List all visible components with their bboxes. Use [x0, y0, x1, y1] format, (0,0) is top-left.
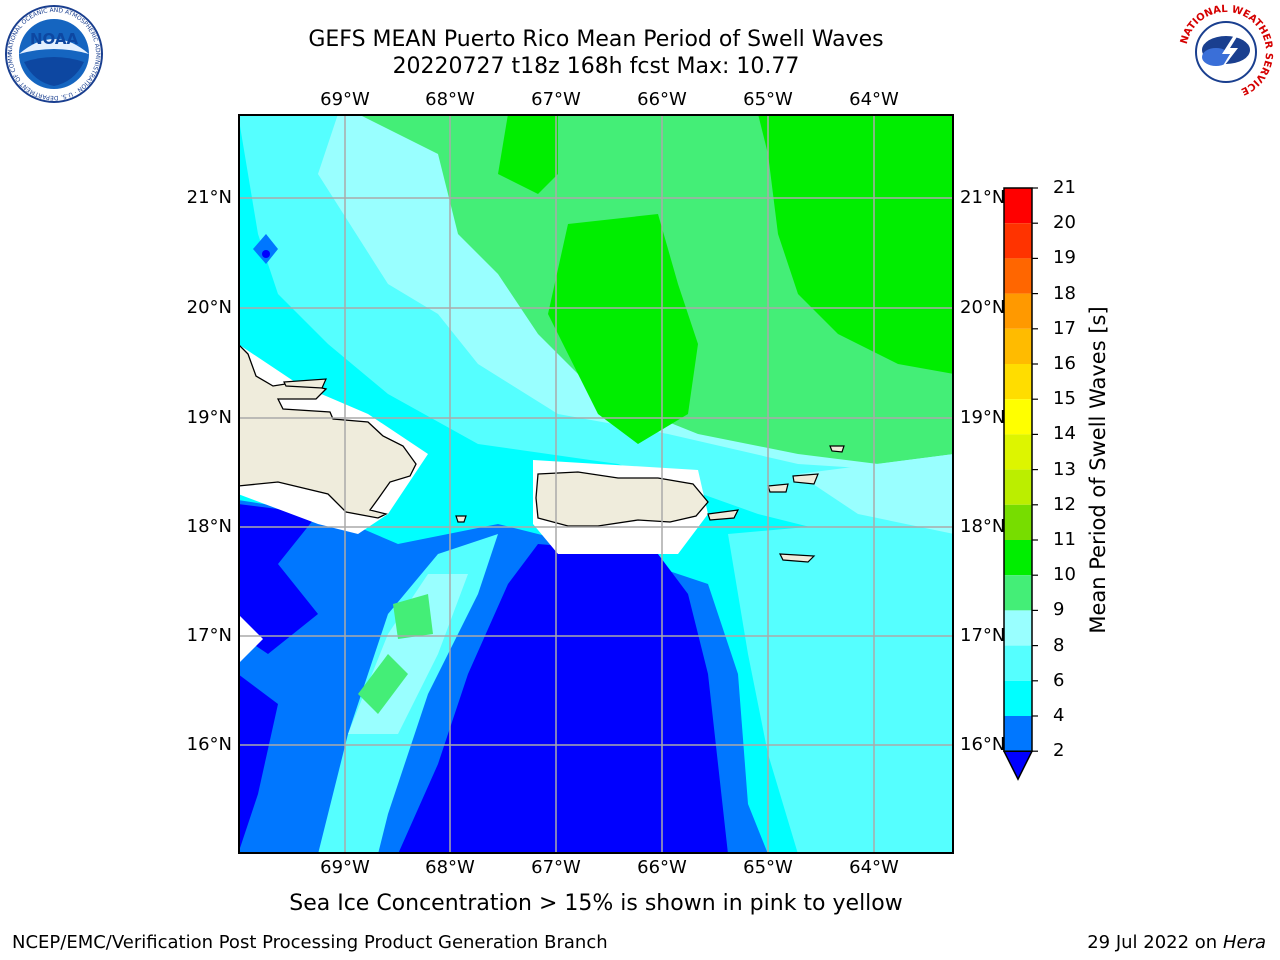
lat-label-right-20n: 20°N: [960, 297, 1006, 318]
colorbar-tick-label: 16: [1053, 353, 1076, 374]
colorbar-segment: [1004, 680, 1032, 716]
lon-label-top-68w: 68°W: [425, 89, 475, 110]
lat-label-right-21n: 21°N: [960, 187, 1006, 208]
colorbar-segment: [1004, 434, 1032, 470]
colorbar-segment: [1004, 575, 1032, 611]
mask-southwest: [238, 614, 263, 664]
footer-branch: NCEP/EMC/Verification Post Processing Pr…: [12, 932, 608, 953]
colorbar-segment: [1004, 258, 1032, 294]
land-puerto-rico: [535, 471, 709, 527]
land-mona: [455, 515, 467, 523]
band-2-4-west-strip: [238, 674, 278, 854]
colorbar-tick-label: 21: [1053, 177, 1076, 198]
swell-period-map: [238, 114, 954, 854]
chart-title: GEFS MEAN Puerto Rico Mean Period of Swe…: [308, 27, 884, 52]
map-frame: [238, 114, 954, 854]
colorbar: [1002, 187, 1038, 781]
lat-label-left-19n: 19°N: [186, 407, 232, 428]
colorbar-tick-label: 13: [1053, 458, 1076, 480]
lon-label-top-67w: 67°W: [531, 89, 581, 110]
land-anegada: [829, 445, 845, 453]
lat-label-right-19n: 19°N: [960, 407, 1006, 428]
colorbar-tick-label: 12: [1053, 493, 1076, 515]
colorbar-tick-label: 19: [1053, 247, 1076, 269]
colorbar-tick-label: 20: [1053, 212, 1076, 234]
sea-ice-caption: Sea Ice Concentration > 15% is shown in …: [289, 891, 903, 916]
lon-label-top-69w: 69°W: [320, 89, 370, 110]
colorbar-segment: [1004, 328, 1032, 364]
noaa-logo: NATIONAL OCEANIC AND ATMOSPHERIC ADMINIS…: [4, 4, 103, 103]
colorbar-tick-label: 18: [1053, 282, 1076, 304]
colorbar-segment: [1004, 716, 1032, 752]
lon-label-bottom-64w: 64°W: [849, 857, 899, 878]
colorbar-segment: [1004, 610, 1032, 646]
band-10-11-south: [358, 654, 408, 714]
lon-label-bottom-68w: 68°W: [425, 857, 475, 878]
land-small-island-2: [792, 473, 819, 485]
colorbar-tick-label: 10: [1053, 564, 1076, 586]
colorbar-tick-label: 9: [1053, 599, 1065, 621]
chart-subtitle: 20220727 t18z 168h fcst Max: 10.77: [392, 54, 800, 79]
nws-logo: NATIONAL WEATHER SERVICE: [1178, 4, 1274, 100]
lon-label-bottom-66w: 66°W: [637, 857, 687, 878]
band-11-12-north: [498, 114, 558, 194]
land-virgin-islands: [707, 509, 740, 521]
lat-label-right-16n: 16°N: [960, 734, 1006, 755]
lat-label-right-17n: 17°N: [960, 625, 1006, 646]
colorbar-tick-label: 8: [1053, 634, 1065, 656]
footer-host: Hera: [1222, 932, 1266, 953]
band-2-4-south: [398, 544, 728, 854]
lat-label-left-17n: 17°N: [186, 625, 232, 646]
lat-label-left-20n: 20°N: [186, 297, 232, 318]
colorbar-tick-label: 11: [1053, 529, 1076, 550]
colorbar-tick-label: 14: [1053, 423, 1076, 445]
colorbar-tick-label: 6: [1053, 669, 1065, 691]
colorbar-tick-label: 4: [1053, 705, 1065, 726]
band-4-6-west-blob: [253, 234, 278, 264]
colorbar-segment: [1004, 469, 1032, 505]
lat-label-right-18n: 18°N: [960, 516, 1006, 537]
colorbar-segment: [1004, 540, 1032, 576]
lat-label-left-16n: 16°N: [186, 734, 232, 755]
band-2-4-west-spot: [262, 250, 270, 258]
band-8-9-southeast: [728, 514, 954, 854]
colorbar-title: Mean Period of Swell Waves [s]: [1086, 306, 1110, 634]
colorbar-segment: [1004, 293, 1032, 329]
land-st-croix: [778, 553, 816, 563]
colorbar-segment: [1004, 399, 1032, 435]
band-11-12-central: [548, 214, 698, 444]
footer-date: 29 Jul 2022 on Hera: [1087, 932, 1266, 953]
colorbar-tick-label: 17: [1053, 317, 1076, 339]
footer-date-text: 29 Jul 2022 on: [1087, 932, 1223, 953]
lon-label-bottom-69w: 69°W: [320, 857, 370, 878]
band-11-12-east: [758, 114, 954, 374]
lon-label-top-65w: 65°W: [743, 89, 793, 110]
noaa-logo-text: NOAA: [30, 30, 79, 48]
colorbar-segment: [1004, 188, 1032, 224]
lon-label-bottom-67w: 67°W: [531, 857, 581, 878]
graticule: [238, 114, 954, 854]
colorbar-segment: [1004, 504, 1032, 540]
colorbar-segment: [1004, 364, 1032, 400]
land-tortuga: [283, 378, 327, 389]
lon-label-bottom-65w: 65°W: [743, 857, 793, 878]
colorbar-segment: [1004, 223, 1032, 259]
colorbar-tick-label: 2: [1053, 740, 1065, 762]
colorbar-extend-min: [1002, 750, 1034, 781]
band-2-4-southwest: [238, 504, 318, 654]
lat-label-left-18n: 18°N: [186, 516, 232, 537]
land-small-island-1: [767, 483, 789, 493]
colorbar-segment: [1004, 645, 1032, 681]
colorbar-tick-label: 15: [1053, 388, 1076, 410]
lon-label-top-64w: 64°W: [849, 89, 899, 110]
lon-label-top-66w: 66°W: [637, 89, 687, 110]
lat-label-left-21n: 21°N: [186, 187, 232, 208]
band-10-11-south-2: [393, 594, 433, 639]
band-9-10-east: [798, 454, 954, 534]
